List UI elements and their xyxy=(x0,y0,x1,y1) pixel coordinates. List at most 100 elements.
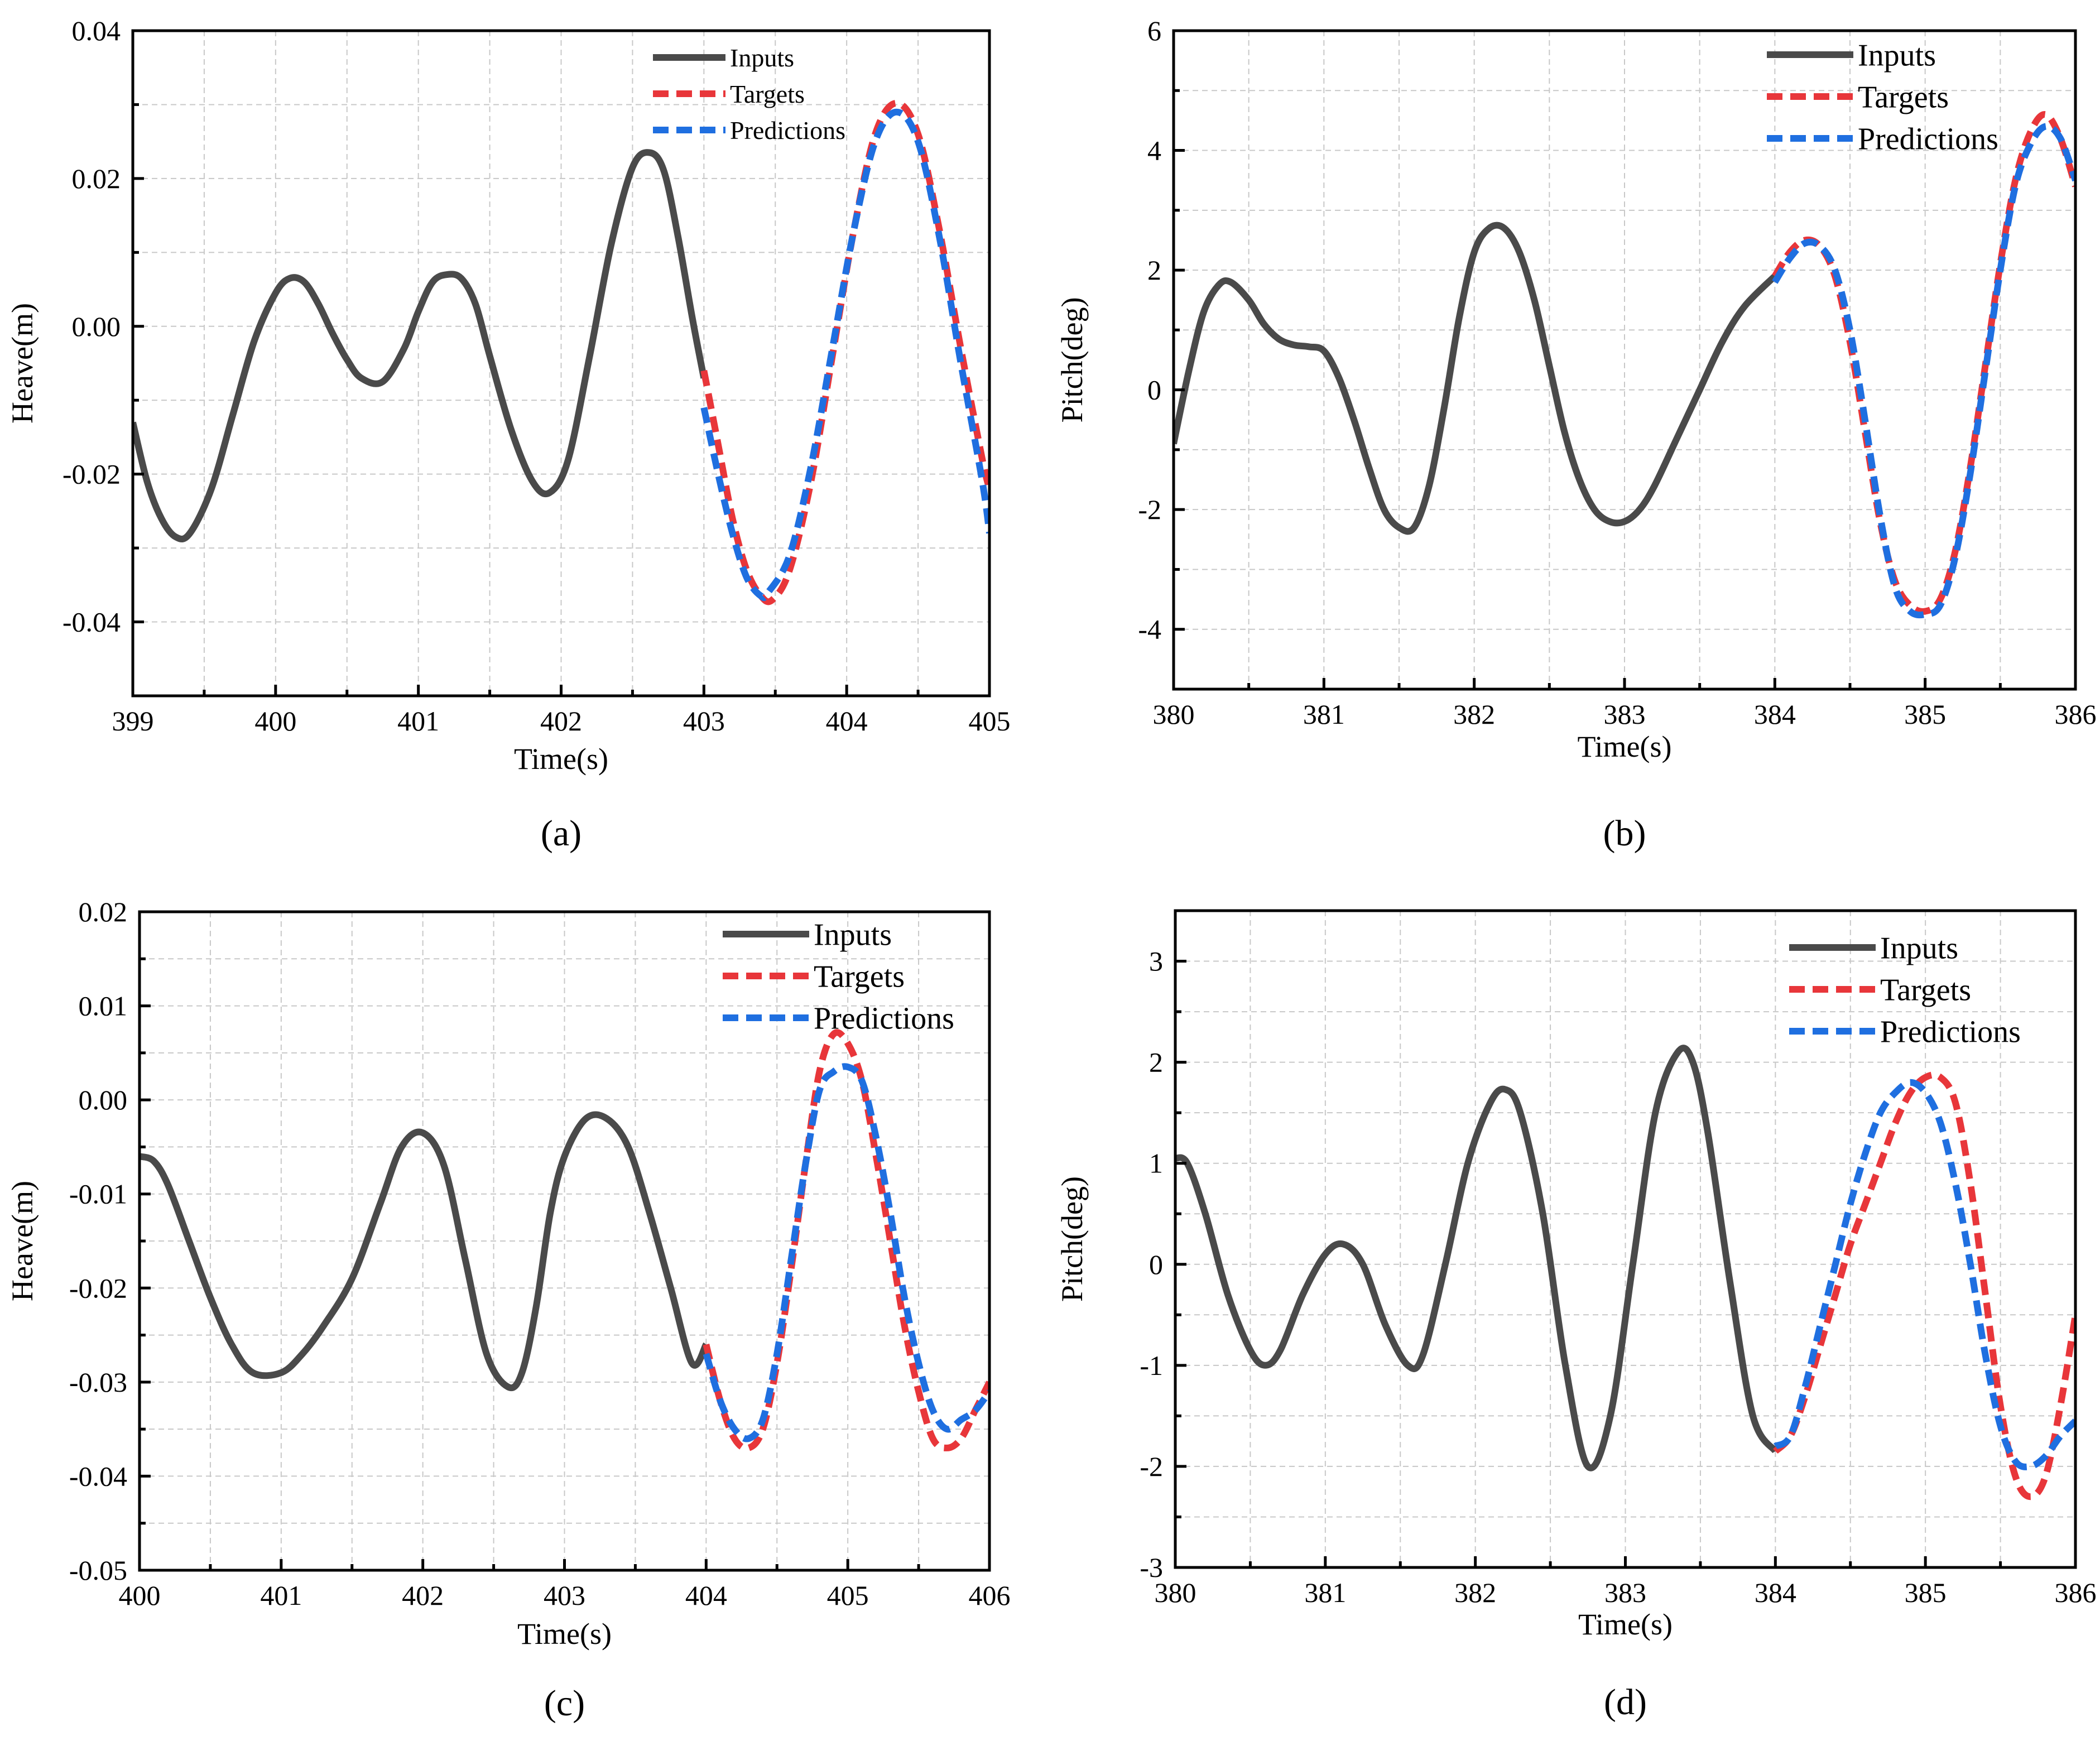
x-tick-label: 380 xyxy=(1155,1577,1196,1608)
x-tick-label: 401 xyxy=(260,1580,302,1611)
y-tick-label: 0.02 xyxy=(79,896,128,927)
series-line-inputs xyxy=(1175,1045,1779,1471)
y-tick-label: 2 xyxy=(1149,1047,1163,1078)
series-group-b xyxy=(1174,111,2075,619)
legend-a: Inputs Targets Predictions xyxy=(653,44,845,145)
x-tick-label: 382 xyxy=(1454,1577,1496,1608)
grid-b xyxy=(1174,31,2075,689)
series-line-predictions xyxy=(700,108,989,602)
legend-label-predictions: Predictions xyxy=(1880,1015,2021,1050)
x-tick-label: 404 xyxy=(826,705,868,737)
legend-label-targets: Targets xyxy=(730,80,805,108)
legend-label-targets: Targets xyxy=(1880,973,1971,1008)
x-tick-label: 385 xyxy=(1905,1577,1947,1608)
y-tick-label: 4 xyxy=(1147,135,1161,166)
y-tick-label: -0.01 xyxy=(69,1179,127,1210)
y-axis-label: Pitch(deg) xyxy=(1055,297,1089,423)
x-tick-label: 404 xyxy=(685,1580,727,1611)
x-tick-label: 400 xyxy=(254,705,296,737)
y-axis-label: Pitch(deg) xyxy=(1055,1176,1089,1302)
x-tick-label: 402 xyxy=(402,1580,444,1611)
y-tick-label: 0 xyxy=(1147,374,1161,406)
series-line-predictions xyxy=(1773,1079,2075,1470)
series-line-targets xyxy=(703,1029,989,1452)
x-tick-label: 405 xyxy=(827,1580,869,1611)
x-axis-label: Time(s) xyxy=(517,1617,612,1651)
x-tick-label: 403 xyxy=(544,1580,585,1611)
series-line-inputs xyxy=(133,149,708,542)
chart-svg-b: 380 381 382 383 384 385 386 -4 -2 0 2 4 6 Time(s) Pitc… xyxy=(1055,15,2097,854)
y-tick-label: 0.00 xyxy=(72,311,121,342)
y-tick-label: 1 xyxy=(1149,1148,1163,1179)
y-tick-label: 0.00 xyxy=(79,1084,128,1115)
grid-d xyxy=(1175,911,2075,1567)
series-group-d xyxy=(1175,1045,2075,1500)
y-tick-label: 3 xyxy=(1149,946,1163,977)
y-tick-label: 0.02 xyxy=(72,163,121,194)
y-tick-label: -0.04 xyxy=(69,1460,127,1492)
legend-label-targets: Targets xyxy=(1858,80,1949,115)
grid-a xyxy=(133,31,989,696)
y-axis-c: -0.05 -0.04 -0.03 -0.02 -0.01 0.00 0.01 0.02 xyxy=(69,896,151,1586)
x-axis-d: 380 381 382 383 384 385 386 xyxy=(1155,1556,2097,1608)
series-line-inputs xyxy=(1174,222,1777,535)
x-axis-label: Time(s) xyxy=(1577,730,1671,763)
legend-label-inputs: Inputs xyxy=(1880,931,1958,966)
chart-panel-c: 400 401 402 403 404 405 406 -0.05 -0.04 -0.03 -0.0… xyxy=(0,873,1050,1746)
x-tick-label: 380 xyxy=(1153,699,1195,730)
y-tick-label: 2 xyxy=(1147,254,1161,286)
series-line-targets xyxy=(1773,1071,2075,1500)
series-group-c xyxy=(140,1029,989,1452)
x-tick-label: 381 xyxy=(1304,1577,1346,1608)
legend-label-inputs: Inputs xyxy=(1858,39,1936,73)
y-tick-label: -0.02 xyxy=(63,459,121,490)
y-tick-label: -2 xyxy=(1138,494,1161,525)
y-axis-label: Heave(m) xyxy=(6,1181,39,1301)
x-tick-label: 384 xyxy=(1755,1577,1796,1608)
y-axis-label: Heave(m) xyxy=(6,303,39,424)
y-tick-label: -4 xyxy=(1138,614,1161,645)
legend-c: Inputs Targets Predictions xyxy=(723,918,954,1036)
x-tick-label: 383 xyxy=(1604,699,1646,730)
chart-panel-d: 380 381 382 383 384 385 386 -3 -2 -1 0 1 2 3 Time(s) Pi… xyxy=(1050,873,2100,1746)
x-axis-c: 400 401 402 403 404 405 406 xyxy=(119,1559,1011,1611)
y-tick-label: -0.04 xyxy=(63,607,121,638)
x-tick-label: 406 xyxy=(969,1580,1011,1611)
x-axis-b: 380 381 382 383 384 385 386 xyxy=(1153,678,2097,730)
legend-label-predictions: Predictions xyxy=(730,116,845,145)
x-tick-label: 381 xyxy=(1303,699,1345,730)
x-tick-label: 403 xyxy=(683,705,725,737)
legend-label-targets: Targets xyxy=(814,960,905,994)
y-tick-label: -3 xyxy=(1140,1552,1163,1583)
y-tick-label: -2 xyxy=(1140,1451,1163,1482)
y-tick-label: -1 xyxy=(1140,1350,1163,1381)
legend-label-predictions: Predictions xyxy=(814,1002,954,1036)
x-tick-label: 385 xyxy=(1904,699,1946,730)
y-tick-label: 0 xyxy=(1149,1249,1163,1280)
chart-panel-a: 399 400 401 402 403 404 405 -0.04 -0.02 0.00 0.02 0… xyxy=(0,0,1050,873)
y-axis-b: -4 -2 0 2 4 6 xyxy=(1138,15,1185,645)
legend-b: Inputs Targets Predictions xyxy=(1767,39,1998,157)
panel-caption: (d) xyxy=(1604,1682,1647,1723)
legend-label-inputs: Inputs xyxy=(814,918,892,953)
x-axis-label: Time(s) xyxy=(1578,1608,1673,1641)
x-axis-label: Time(s) xyxy=(514,742,608,776)
y-tick-label: 0.04 xyxy=(72,15,121,46)
y-axis-a: -0.04 -0.02 0.00 0.02 0.04 xyxy=(63,15,144,638)
y-tick-label: 6 xyxy=(1147,15,1161,46)
legend-d: Inputs Targets Predictions xyxy=(1789,931,2021,1050)
chart-panel-b: 380 381 382 383 384 385 386 -4 -2 0 2 4 6 Time(s) Pitc… xyxy=(1050,0,2100,873)
legend-label-inputs: Inputs xyxy=(730,44,794,72)
x-tick-label: 400 xyxy=(119,1580,161,1611)
series-group-a xyxy=(133,99,989,605)
x-tick-label: 402 xyxy=(540,705,582,737)
y-tick-label: 0.01 xyxy=(79,990,128,1022)
y-tick-label: -0.02 xyxy=(69,1272,127,1304)
chart-svg-a: 399 400 401 402 403 404 405 -0.04 -0.02 0.00 0.02 0… xyxy=(6,15,1011,854)
x-axis-a: 399 400 401 402 403 404 405 xyxy=(112,685,1011,737)
chart-svg-d: 380 381 382 383 384 385 386 -3 -2 -1 0 1 2 3 Time(s) Pi… xyxy=(1055,909,2097,1723)
y-axis-d: -3 -2 -1 0 1 2 3 xyxy=(1140,946,1186,1583)
series-line-predictions xyxy=(1772,123,2075,619)
y-tick-label: -0.05 xyxy=(69,1555,127,1586)
series-line-inputs xyxy=(140,1111,709,1392)
